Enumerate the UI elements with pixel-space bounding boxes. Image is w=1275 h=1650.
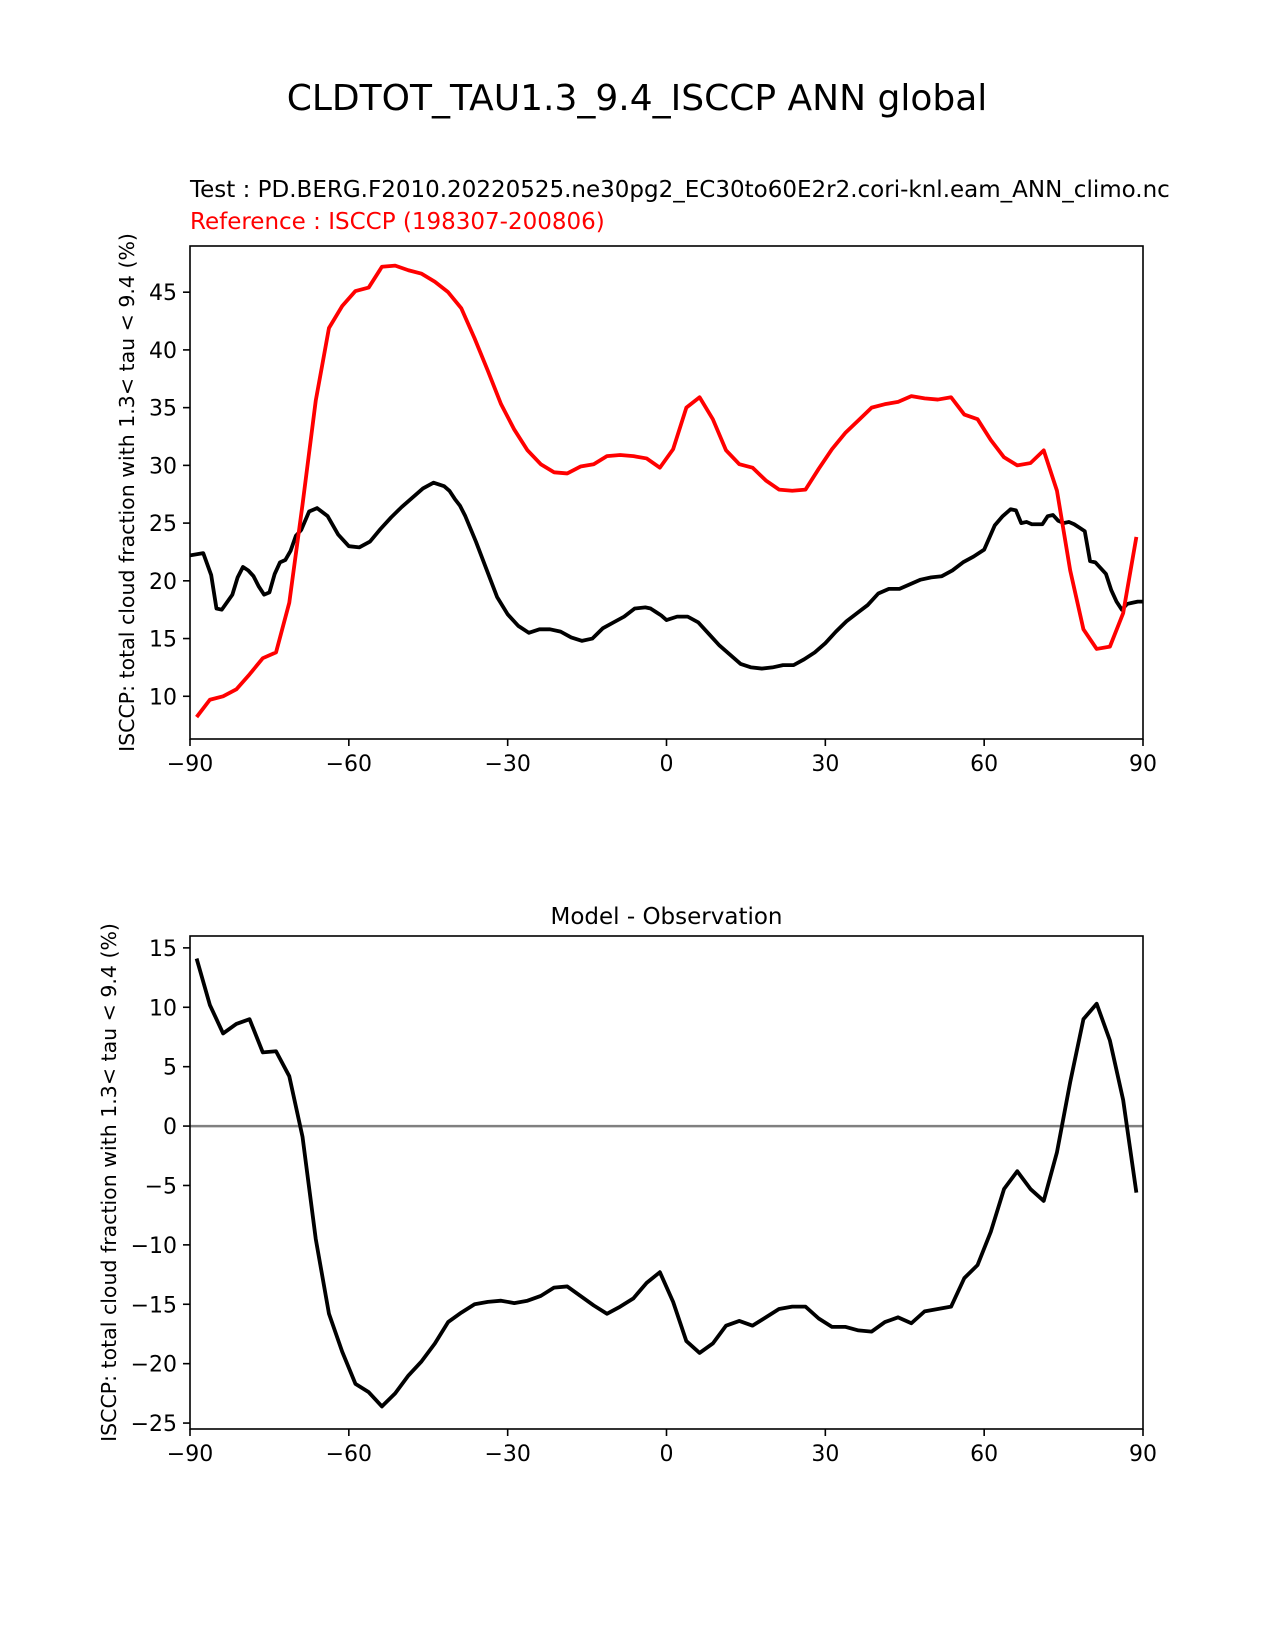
top-ytick-label: 35 bbox=[149, 397, 177, 422]
bottom-ytick-label: −20 bbox=[131, 1353, 177, 1378]
top-series-reference bbox=[195, 263, 1139, 719]
bottom-ytick-label: −5 bbox=[145, 1174, 177, 1199]
bottom-ytick-label: −10 bbox=[131, 1234, 177, 1259]
bottom-xtick-label: 0 bbox=[660, 1442, 674, 1467]
top-xtick-label: 0 bbox=[660, 752, 674, 777]
bottom-xtick-label: −30 bbox=[484, 1442, 530, 1467]
bottom-xtick-label: 90 bbox=[1129, 1442, 1157, 1467]
bottom-ytick-label: −25 bbox=[131, 1412, 177, 1437]
top-xtick-label: −60 bbox=[326, 752, 372, 777]
top-ytick-label: 40 bbox=[149, 339, 177, 364]
top-xtick-label: −90 bbox=[167, 752, 213, 777]
bottom-ytick-label: 10 bbox=[149, 996, 177, 1021]
figure-title: CLDTOT_TAU1.3_9.4_ISCCP ANN global bbox=[287, 78, 988, 119]
top-ylabel: ISCCP: total cloud fraction with 1.3< ta… bbox=[115, 233, 139, 752]
top-ytick-label: 10 bbox=[149, 685, 177, 710]
top-ytick-label: 30 bbox=[149, 454, 177, 479]
top-xtick-label: 60 bbox=[970, 752, 998, 777]
top-ytick-label: 15 bbox=[149, 628, 177, 653]
bottom-ytick-label: 15 bbox=[149, 937, 177, 962]
bottom-xtick-label: 60 bbox=[970, 1442, 998, 1467]
bottom-xtick-label: −90 bbox=[167, 1442, 213, 1467]
top-ytick-label: 25 bbox=[149, 512, 177, 537]
top-xtick-label: −30 bbox=[484, 752, 530, 777]
reference-label: Reference : ISCCP (198307-200806) bbox=[190, 209, 605, 235]
bottom-difference-chart: Model - Observation −90 −60 −30 0 30 60 90 −25 −2… bbox=[97, 904, 1157, 1467]
bottom-ylabel: ISCCP: total cloud fraction with 1.3< ta… bbox=[97, 923, 121, 1442]
bottom-xtick-label: −60 bbox=[326, 1442, 372, 1467]
bottom-series-model-observation bbox=[194, 958, 1139, 1409]
top-ytick-label: 20 bbox=[149, 570, 177, 595]
top-series-test bbox=[190, 480, 1143, 671]
bottom-ytick-label: 0 bbox=[163, 1115, 177, 1140]
bottom-xtick-label: 30 bbox=[811, 1442, 839, 1467]
top-xtick-label: 30 bbox=[811, 752, 839, 777]
test-label: Test : PD.BERG.F2010.20220525.ne30pg2_EC… bbox=[189, 177, 1170, 203]
bottom-ytick-label: 5 bbox=[163, 1056, 177, 1081]
bottom-title: Model - Observation bbox=[550, 904, 782, 930]
bottom-ytick-label: −15 bbox=[131, 1293, 177, 1318]
top-ytick-label: 45 bbox=[149, 281, 177, 306]
top-xtick-label: 90 bbox=[1129, 752, 1157, 777]
top-line-chart: −90 −60 −30 0 30 60 90 10 15 20 25 30 35 40 45 ISCCP: t… bbox=[115, 233, 1157, 777]
